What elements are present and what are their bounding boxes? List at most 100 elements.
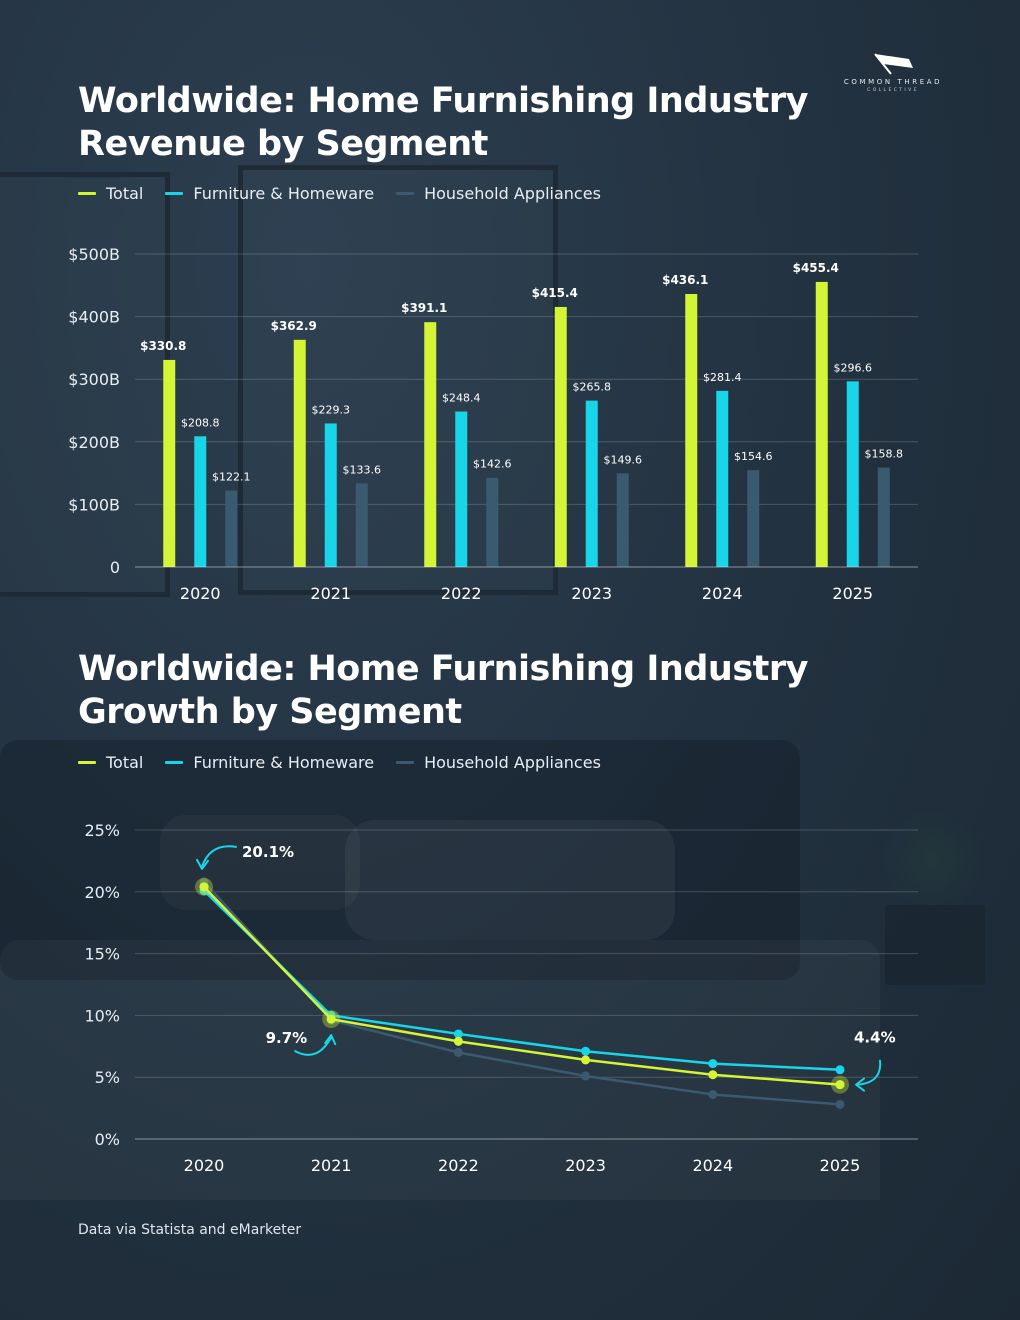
- legend-item-furniture: Furniture & Homeware: [165, 753, 374, 772]
- y-tick-label: 25%: [84, 821, 120, 840]
- highlight-point: [326, 1014, 336, 1024]
- growth-chart-title: Worldwide: Home Furnishing Industry Grow…: [78, 649, 808, 732]
- legend-item-appliances: Household Appliances: [396, 753, 601, 772]
- logo-subline: COLLECTIVE: [867, 88, 919, 93]
- data-point-total: [581, 1055, 591, 1065]
- y-tick-label: 10%: [84, 1006, 120, 1025]
- data-point-total: [708, 1070, 718, 1080]
- bar-value-label-furniture: $208.8: [181, 416, 220, 429]
- x-tick-label: 2024: [702, 584, 743, 603]
- annotation-label: 4.4%: [854, 1029, 896, 1047]
- legend-label: Furniture & Homeware: [193, 753, 375, 772]
- bar-furniture: [194, 436, 207, 567]
- annotation-arrow-head: [855, 1077, 865, 1092]
- y-tick-label: 20%: [84, 883, 120, 902]
- y-tick-label: 0: [110, 558, 120, 577]
- data-point-appliances: [835, 1099, 845, 1109]
- bar-total: [163, 359, 176, 567]
- legend-item-furniture: Furniture & Homeware: [165, 184, 374, 203]
- bar-furniture: [585, 400, 598, 567]
- bar-furniture: [455, 411, 468, 567]
- bar-total: [685, 294, 698, 567]
- bar-appliances: [747, 470, 760, 567]
- bar-appliances: [355, 483, 368, 567]
- bar-value-label-appliances: $133.6: [343, 463, 382, 476]
- bar-total: [424, 322, 437, 567]
- bar-total: [293, 339, 306, 567]
- legend-label: Total: [106, 753, 144, 772]
- bar-value-label-total: $436.1: [662, 273, 708, 287]
- growth-legend: Total Furniture & Homeware Household App…: [78, 753, 601, 772]
- legend-swatch-total: [78, 192, 96, 195]
- x-tick-label: 2021: [310, 584, 351, 603]
- legend-item-total: Total: [78, 753, 143, 772]
- bar-value-label-appliances: $154.6: [734, 450, 773, 463]
- x-tick-label: 2025: [820, 1156, 861, 1175]
- legend-item-appliances: Household Appliances: [396, 184, 601, 203]
- bar-appliances: [877, 467, 890, 567]
- y-tick-label: 15%: [84, 945, 120, 964]
- annotation-arrow: [857, 1059, 882, 1086]
- legend-swatch-appliances: [396, 761, 415, 764]
- data-point-furniture: [581, 1046, 591, 1056]
- data-point-furniture: [835, 1065, 845, 1075]
- y-tick-label: $400B: [68, 308, 120, 327]
- y-tick-label: 5%: [95, 1068, 120, 1087]
- legend-label: Household Appliances: [424, 753, 601, 772]
- legend-label: Total: [106, 184, 144, 203]
- bar-value-label-appliances: $122.1: [212, 471, 251, 484]
- legend-label: Furniture & Homeware: [193, 184, 375, 203]
- data-point-furniture: [453, 1029, 463, 1039]
- x-tick-label: 2021: [311, 1156, 352, 1175]
- legend-label: Household Appliances: [424, 184, 601, 203]
- bar-appliances: [225, 490, 238, 567]
- y-tick-label: $500B: [68, 245, 120, 264]
- data-point-appliances: [453, 1047, 463, 1057]
- bar-furniture: [716, 390, 729, 567]
- flag-icon: [874, 53, 913, 75]
- highlight-point: [199, 882, 209, 892]
- series-line-total: [203, 885, 841, 1086]
- bar-value-label-total: $330.8: [140, 339, 186, 353]
- annotation-arrow: [294, 1036, 333, 1056]
- data-point-appliances: [708, 1090, 718, 1100]
- data-point-total: [453, 1036, 463, 1046]
- data-source-note: Data via Statista and eMarketer: [78, 1222, 302, 1238]
- y-tick-label: $300B: [68, 370, 120, 389]
- x-tick-label: 2024: [692, 1156, 733, 1175]
- y-tick-label: 0%: [95, 1130, 120, 1149]
- bar-value-label-total: $415.4: [532, 286, 578, 300]
- bar-total: [554, 306, 567, 567]
- legend-swatch-furniture: [165, 192, 184, 195]
- y-tick-label: $100B: [68, 495, 120, 514]
- annotation-arrow: [201, 845, 237, 868]
- legend-item-total: Total: [78, 184, 143, 203]
- bar-value-label-furniture: $296.6: [834, 361, 873, 374]
- revenue-legend: Total Furniture & Homeware Household App…: [78, 184, 601, 203]
- bar-value-label-total: $362.9: [271, 319, 317, 333]
- highlight-point: [835, 1080, 845, 1090]
- series-line-appliances: [203, 881, 841, 1106]
- brand-logo: COMMON THREAD COLLECTIVE: [838, 52, 948, 93]
- y-tick-label: $200B: [68, 433, 120, 452]
- bar-total: [815, 281, 828, 567]
- x-tick-label: 2020: [180, 584, 221, 603]
- annotation-arrow-head: [196, 858, 209, 870]
- revenue-chart-title: Worldwide: Home Furnishing Industry Reve…: [78, 81, 808, 164]
- x-tick-label: 2023: [565, 1156, 606, 1175]
- bar-furniture: [846, 381, 859, 567]
- logo-wordmark: COMMON THREAD: [843, 78, 943, 86]
- legend-swatch-furniture: [165, 761, 184, 764]
- annotation-label: 9.7%: [266, 1029, 308, 1047]
- bar-furniture: [324, 423, 337, 567]
- x-tick-label: 2025: [832, 584, 873, 603]
- legend-swatch-total: [78, 761, 96, 764]
- x-tick-label: 2022: [438, 1156, 479, 1175]
- bar-value-label-appliances: $142.6: [473, 458, 512, 471]
- growth-line-chart: 0% 5% 10% 15% 20% 25% 2020 2021 2022 2023 2024 2025…: [84, 821, 918, 1175]
- bar-value-label-furniture: $229.3: [312, 403, 351, 416]
- bar-value-label-appliances: $158.8: [865, 448, 904, 461]
- x-tick-label: 2022: [441, 584, 482, 603]
- revenue-bar-chart: 0 $100B $200B $300B $400B $500B 2020 $330.8 $208…: [68, 245, 918, 603]
- bar-appliances: [616, 473, 629, 567]
